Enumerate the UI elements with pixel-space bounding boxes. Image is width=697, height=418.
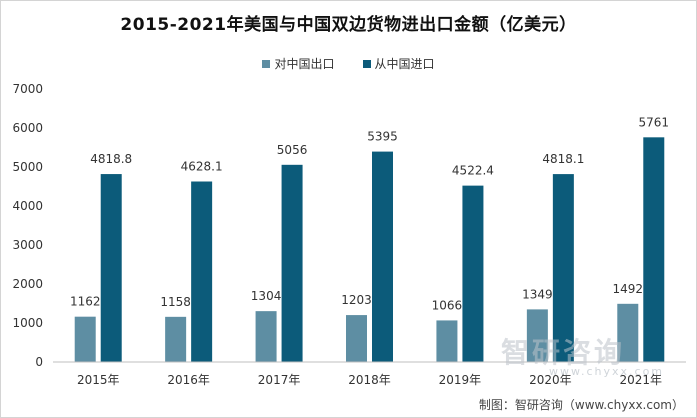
data-label-import: 4818.8 [90, 152, 132, 166]
bar-export [436, 320, 458, 362]
legend-label-import: 从中国进口 [374, 57, 435, 71]
data-label-export: 1066 [432, 298, 463, 312]
bar-import [191, 181, 213, 362]
bar-export [346, 315, 367, 362]
bar-import [281, 164, 303, 362]
data-label-import: 4628.1 [181, 160, 223, 174]
bar-import [552, 174, 574, 362]
y-tick-label: 2000 [12, 277, 43, 291]
data-label-export: 1158 [160, 295, 191, 309]
bar-import [100, 174, 122, 362]
legend-item-import: 从中国进口 [362, 55, 435, 72]
data-label-import: 5056 [277, 143, 308, 157]
bar-import [372, 151, 393, 362]
bar-export [74, 316, 96, 362]
x-tick-label: 2021年 [620, 373, 663, 387]
y-axis: 0 1000 2000 3000 4000 5000 6000 7000 [12, 82, 43, 369]
x-tick-label: 2020年 [529, 373, 572, 387]
y-tick-label: 5000 [12, 160, 43, 174]
data-label-export: 1349 [522, 287, 553, 301]
bar-export [165, 316, 187, 362]
watermark-brand: 智研咨询 [501, 336, 626, 369]
x-tick-label: 2016年 [167, 373, 210, 387]
watermark-url: www.chyxx.com [549, 365, 665, 378]
y-tick-label: 7000 [12, 82, 43, 96]
data-label-import: 4522.4 [452, 164, 494, 178]
data-label-import: 4818.1 [542, 152, 584, 166]
bar-export [255, 311, 277, 362]
bars: 1162 4818.8 1158 4628.1 1304 5056 1203 5395 1066… [70, 115, 669, 362]
legend-label-export: 对中国出口 [274, 57, 335, 71]
data-label-import: 5761 [639, 115, 670, 129]
y-tick-label: 1000 [12, 316, 43, 330]
bar-export [617, 303, 639, 362]
chart-legend: 对中国出口 从中国进口 [1, 55, 696, 72]
x-tick-label: 2015年 [77, 373, 120, 387]
x-tick-label: 2019年 [439, 373, 482, 387]
bar-export [526, 309, 548, 362]
legend-swatch-import [362, 59, 371, 68]
y-tick-label: 3000 [12, 238, 43, 252]
legend-swatch-export [262, 59, 271, 68]
data-label-import: 5395 [367, 130, 398, 144]
source-note: 制图：智研咨询（www.chyxx.com） [478, 398, 684, 412]
bar-import [643, 137, 665, 362]
x-tick-label: 2018年 [348, 373, 391, 387]
legend-item-export: 对中国出口 [262, 55, 335, 72]
data-label-export: 1492 [613, 282, 644, 296]
data-label-export: 1203 [341, 293, 372, 307]
data-label-export: 1304 [251, 289, 282, 303]
y-tick-label: 4000 [12, 199, 43, 213]
x-axis: 2015年 2016年 2017年 2018年 2019年 2020年 2021年 [53, 361, 686, 387]
y-tick-label: 0 [35, 355, 43, 369]
x-tick-label: 2017年 [258, 373, 301, 387]
y-tick-label: 6000 [12, 121, 43, 135]
bar-import [462, 185, 484, 362]
data-label-export: 1162 [70, 295, 101, 309]
chart-title: 2015-2021年美国与中国双边货物进出口金额（亿美元） [120, 15, 577, 35]
